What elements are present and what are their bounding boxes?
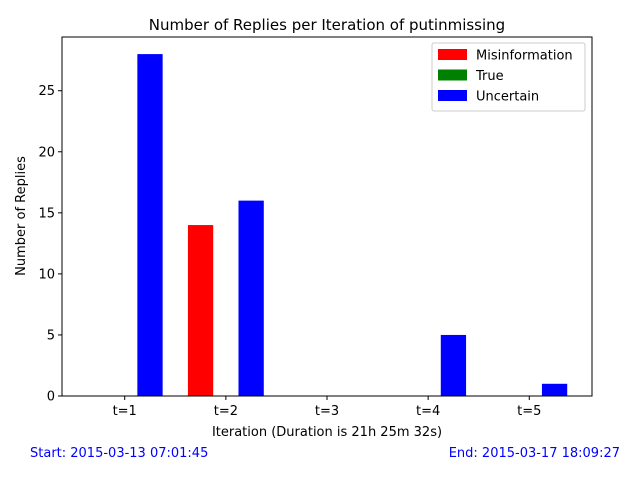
- x-axis-ticks: t=1 t=2 t=3 t=4 t=5: [113, 396, 541, 419]
- y-tick-label: 15: [38, 206, 55, 221]
- y-tick-label: 25: [38, 84, 55, 99]
- bar-uncertain-t2: [238, 200, 264, 396]
- legend-label-misinformation: Misinformation: [476, 49, 573, 64]
- legend-label-true: True: [475, 69, 504, 84]
- legend: Misinformation True Uncertain: [431, 42, 586, 112]
- y-tick-label: 20: [38, 145, 55, 160]
- bar-uncertain-t4: [440, 334, 467, 396]
- x-tick-label: t=3: [315, 404, 339, 419]
- start-timestamp: Start: 2015-03-13 07:01:45: [30, 446, 209, 461]
- y-tick-label: 5: [47, 328, 55, 343]
- bar-misinformation-t2: [187, 225, 214, 396]
- y-axis-label: Number of Replies: [14, 156, 29, 276]
- bar-uncertain-t5: [541, 383, 568, 396]
- x-tick-label: t=2: [214, 404, 238, 419]
- x-tick-label: t=4: [416, 404, 440, 419]
- x-tick-label: t=5: [517, 404, 541, 419]
- legend-swatch-uncertain: [438, 90, 467, 101]
- y-axis-ticks: 0 5 10 15 20 25: [38, 84, 62, 405]
- y-tick-label: 0: [47, 390, 55, 405]
- legend-swatch-misinformation: [438, 49, 467, 60]
- legend-box: [431, 42, 586, 112]
- end-timestamp: End: 2015-03-17 18:09:27: [448, 446, 620, 461]
- bar-uncertain-t1: [137, 54, 163, 396]
- bars-group: [137, 54, 568, 396]
- x-tick-label: t=1: [113, 404, 137, 419]
- chart: Number of Replies per Iteration of putin…: [14, 16, 593, 440]
- legend-swatch-true: [438, 69, 467, 81]
- y-tick-label: 10: [38, 267, 55, 282]
- chart-title: Number of Replies per Iteration of putin…: [149, 16, 505, 34]
- legend-label-uncertain: Uncertain: [476, 90, 539, 105]
- x-axis-label: Iteration (Duration is 21h 25m 32s): [212, 425, 442, 440]
